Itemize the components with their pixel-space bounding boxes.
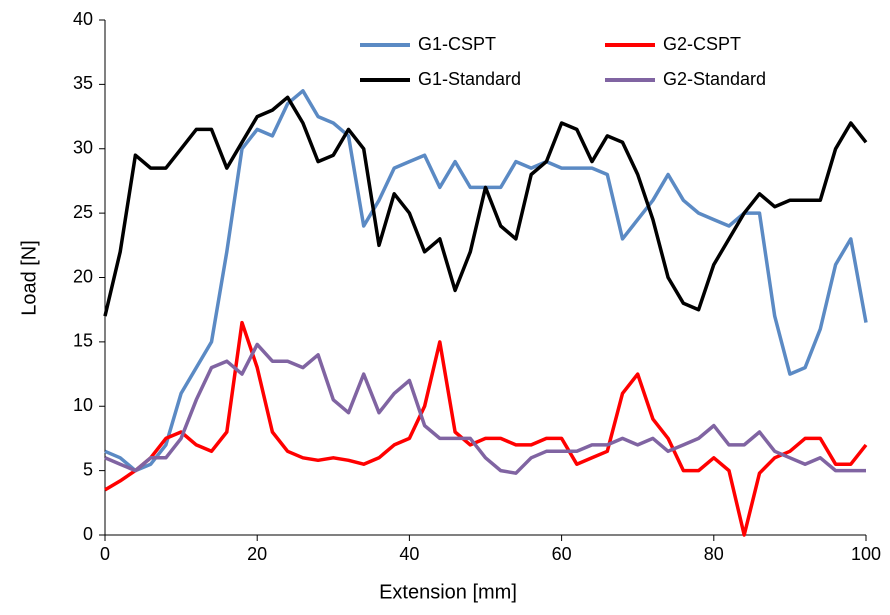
y-tick-label: 0 (83, 524, 93, 544)
x-tick-label: 100 (851, 544, 881, 564)
y-tick-label: 5 (83, 459, 93, 479)
series-line (104, 342, 866, 475)
legend-label: G1-Standard (418, 69, 521, 89)
y-tick-label: 25 (73, 202, 93, 222)
x-tick-label: 0 (100, 544, 110, 564)
y-tick-label: 20 (73, 266, 93, 286)
x-tick-label: 40 (399, 544, 419, 564)
x-axis-label: Extension [mm] (379, 581, 517, 603)
x-tick-label: 20 (247, 544, 267, 564)
legend-label: G2-Standard (663, 69, 766, 89)
series-line (104, 320, 868, 537)
y-tick-label: 35 (73, 73, 93, 93)
y-tick-label: 10 (73, 395, 93, 415)
legend-label: G2-CSPT (663, 34, 741, 54)
series-line (103, 95, 868, 317)
y-axis-label: Load [N] (18, 240, 40, 316)
legend-label: G1-CSPT (418, 34, 496, 54)
x-tick-label: 80 (704, 544, 724, 564)
y-tick-label: 30 (73, 138, 93, 158)
y-tick-label: 40 (73, 9, 93, 29)
y-tick-label: 15 (73, 331, 93, 351)
x-tick-label: 60 (552, 544, 572, 564)
